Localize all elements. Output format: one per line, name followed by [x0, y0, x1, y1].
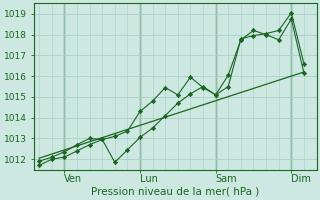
- X-axis label: Pression niveau de la mer( hPa ): Pression niveau de la mer( hPa ): [91, 187, 260, 197]
